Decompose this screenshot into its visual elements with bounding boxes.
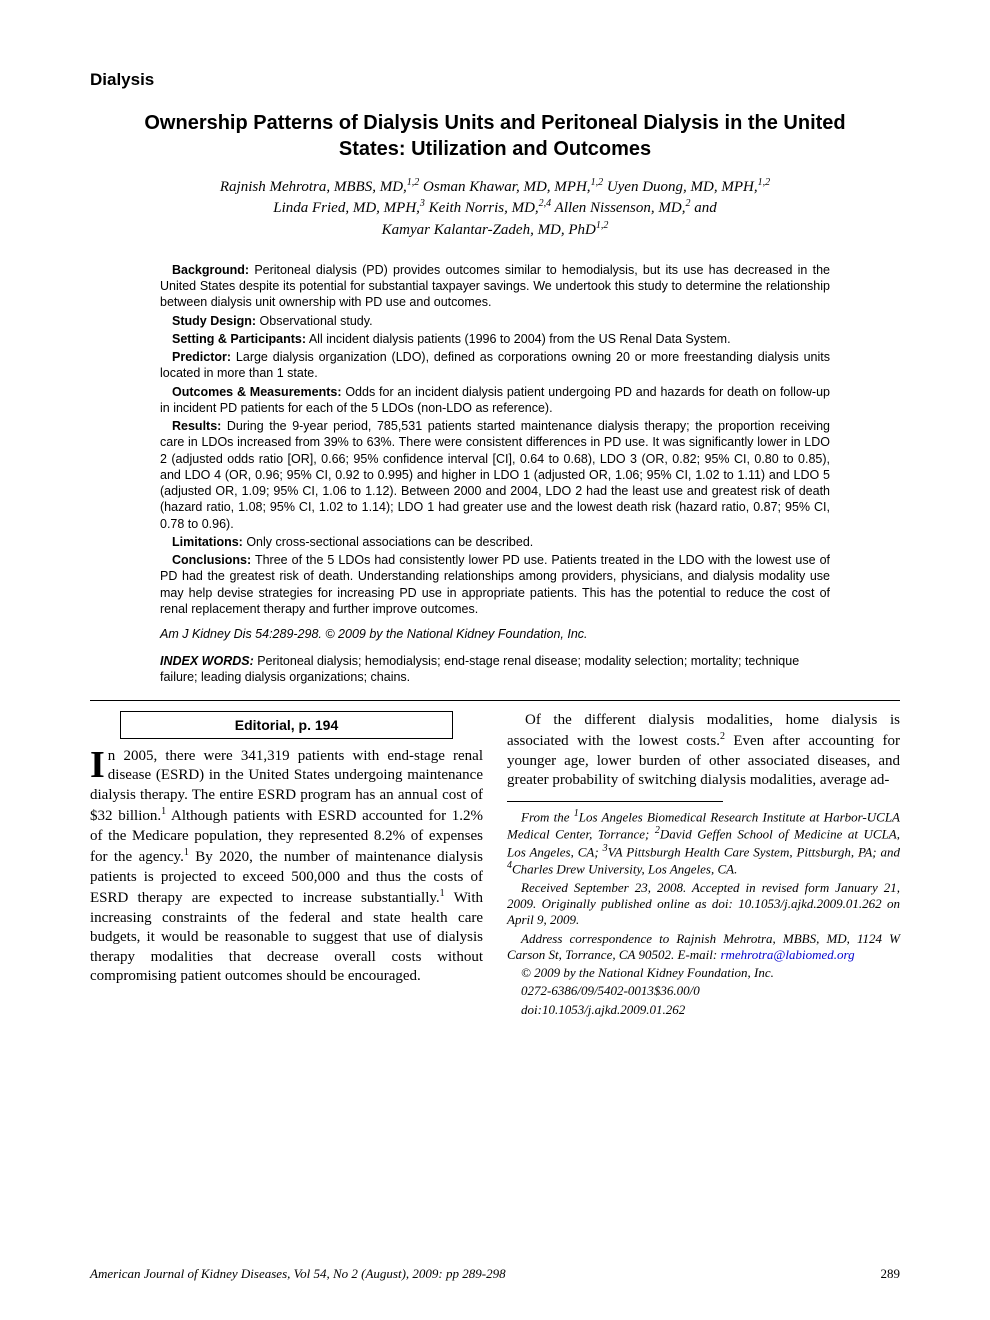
affil-sup: 1,2 xyxy=(596,220,609,231)
authors: Rajnish Mehrotra, MBBS, MD,1,2 Osman Kha… xyxy=(150,176,840,240)
author-seg: Osman Khawar, MD, MPH, xyxy=(419,179,590,195)
affiliation-divider xyxy=(507,801,723,802)
abs-design: Observational study. xyxy=(256,314,373,328)
abstract-block: Background: Peritoneal dialysis (PD) pro… xyxy=(160,262,830,617)
affil-sup: 1,2 xyxy=(758,177,771,188)
abs-predictor-label: Predictor: xyxy=(172,350,231,364)
affiliations-block: From the 1Los Angeles Biomedical Researc… xyxy=(507,808,900,1018)
left-column: Editorial, p. 194 In 2005, there were 34… xyxy=(90,711,483,1020)
journal-citation: Am J Kidney Dis 54:289-298. © 2009 by th… xyxy=(160,627,830,641)
page-number: 289 xyxy=(881,1266,901,1282)
doi-text: doi:10.1053/j.ajkd.2009.01.262 xyxy=(507,1002,900,1018)
index-text: Peritoneal dialysis; hemodialysis; end-s… xyxy=(160,654,799,684)
body-paragraph-1: In 2005, there were 341,319 patients wit… xyxy=(90,747,483,987)
body-columns: Editorial, p. 194 In 2005, there were 34… xyxy=(90,711,900,1020)
abs-background-label: Background: xyxy=(172,263,249,277)
received-text: Received September 23, 2008. Accepted in… xyxy=(507,880,900,929)
abs-background: Peritoneal dialysis (PD) provides outcom… xyxy=(160,263,830,310)
index-label: INDEX WORDS: xyxy=(160,654,254,668)
section-divider xyxy=(90,700,900,701)
issn-text: 0272-6386/09/5402-0013$36.00/0 xyxy=(507,983,900,999)
abs-limitations-label: Limitations: xyxy=(172,535,243,549)
page-footer: American Journal of Kidney Diseases, Vol… xyxy=(90,1266,900,1282)
abs-results-label: Results: xyxy=(172,419,221,433)
affil-sup: 1,2 xyxy=(591,177,604,188)
abs-conclusions-label: Conclusions: xyxy=(172,553,251,567)
author-seg: Keith Norris, MD, xyxy=(425,200,539,216)
dropcap: I xyxy=(90,747,108,781)
affil-sup: 1,2 xyxy=(407,177,420,188)
abs-conclusions: Three of the 5 LDOs had consistently low… xyxy=(160,553,830,616)
section-label: Dialysis xyxy=(90,70,900,90)
abs-setting: All incident dialysis patients (1996 to … xyxy=(306,332,731,346)
abs-predictor: Large dialysis organization (LDO), defin… xyxy=(160,350,830,380)
author-seg: Allen Nissenson, MD, xyxy=(551,200,685,216)
abs-limitations: Only cross-sectional associations can be… xyxy=(243,535,533,549)
abs-setting-label: Setting & Participants: xyxy=(172,332,306,346)
right-column: Of the different dialysis modalities, ho… xyxy=(507,711,900,1020)
affil-sup: 2,4 xyxy=(539,198,552,209)
author-seg: Uyen Duong, MD, MPH, xyxy=(603,179,758,195)
abs-results: During the 9-year period, 785,531 patien… xyxy=(160,419,830,531)
copyright-text: © 2009 by the National Kidney Foundation… xyxy=(507,965,900,981)
affil-from-label: From the xyxy=(521,809,574,824)
article-title: Ownership Patterns of Dialysis Units and… xyxy=(130,110,860,162)
affil-text: Charles Drew University, Los Angeles, CA… xyxy=(512,862,737,877)
footer-journal: American Journal of Kidney Diseases, Vol… xyxy=(90,1266,506,1282)
author-seg: Rajnish Mehrotra, MBBS, MD, xyxy=(220,179,407,195)
body-paragraph-2: Of the different dialysis modalities, ho… xyxy=(507,711,900,791)
abs-design-label: Study Design: xyxy=(172,314,256,328)
author-seg: and xyxy=(690,200,716,216)
index-words: INDEX WORDS: Peritoneal dialysis; hemodi… xyxy=(160,653,830,686)
author-seg: Linda Fried, MD, MPH, xyxy=(273,200,420,216)
abs-outcomes-label: Outcomes & Measurements: xyxy=(172,385,342,399)
email-link[interactable]: rmehrotra@labiomed.org xyxy=(720,947,854,962)
editorial-crossref-box: Editorial, p. 194 xyxy=(120,711,453,739)
affil-text: VA Pittsburgh Health Care System, Pittsb… xyxy=(608,844,900,859)
author-seg: Kamyar Kalantar-Zadeh, MD, PhD xyxy=(382,222,596,238)
